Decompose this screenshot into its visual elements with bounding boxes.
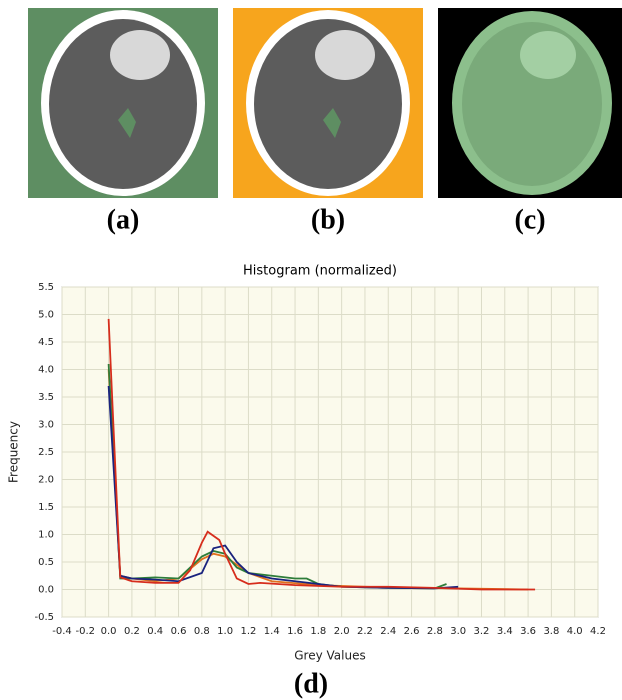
y-tick-label: 0.0 xyxy=(38,585,54,596)
x-tick-label: 2.0 xyxy=(334,626,350,637)
x-tick-label: 1.8 xyxy=(310,626,326,637)
y-tick-label: 1.5 xyxy=(38,502,54,513)
x-tick-label: 3.8 xyxy=(543,626,559,637)
x-tick-label: 0.0 xyxy=(101,626,117,637)
panel-label: (c) xyxy=(514,204,545,235)
x-tick-label: 1.6 xyxy=(287,626,303,637)
y-tick-label: 4.0 xyxy=(38,365,54,376)
y-axis-label: Frequency xyxy=(7,421,21,483)
x-tick-label: 4.2 xyxy=(590,626,606,637)
y-tick-label: 5.5 xyxy=(38,282,54,293)
x-tick-label: 4.0 xyxy=(567,626,583,637)
image-c xyxy=(438,8,622,198)
y-tick-label: 2.0 xyxy=(38,475,54,486)
y-tick-label: -0.5 xyxy=(34,612,54,623)
x-tick-label: 3.4 xyxy=(497,626,513,637)
x-tick-label: 2.6 xyxy=(404,626,420,637)
x-axis-label: Grey Values xyxy=(294,649,365,663)
x-tick-label: 3.2 xyxy=(474,626,490,637)
y-tick-label: 4.5 xyxy=(38,337,54,348)
y-tick-label: 5.0 xyxy=(38,310,54,321)
panel-label: (a) xyxy=(107,204,140,235)
x-tick-label: 2.8 xyxy=(427,626,443,637)
x-tick-label: 0.8 xyxy=(194,626,210,637)
y-tick-label: 2.5 xyxy=(38,447,54,458)
y-tick-label: 3.5 xyxy=(38,392,54,403)
x-tick-label: 0.6 xyxy=(171,626,187,637)
x-tick-label: 1.2 xyxy=(240,626,256,637)
x-tick-label: -0.4 xyxy=(52,626,72,637)
x-tick-label: 3.6 xyxy=(520,626,536,637)
y-tick-label: 1.0 xyxy=(38,530,54,541)
x-tick-label: 3.0 xyxy=(450,626,466,637)
x-tick-label: 2.4 xyxy=(380,626,396,637)
y-tick-label: 3.0 xyxy=(38,420,54,431)
x-tick-label: 0.4 xyxy=(147,626,163,637)
x-tick-label: 1.0 xyxy=(217,626,233,637)
image-b xyxy=(233,8,423,198)
panel-label: (d) xyxy=(294,668,328,699)
x-tick-label: 0.2 xyxy=(124,626,140,637)
chart-title: Histogram (normalized) xyxy=(243,264,397,279)
panel-label: (b) xyxy=(311,204,345,235)
x-tick-label: 1.4 xyxy=(264,626,280,637)
image-a xyxy=(28,8,218,198)
series-line xyxy=(107,318,536,591)
x-tick-label: 2.2 xyxy=(357,626,373,637)
x-tick-label: -0.2 xyxy=(76,626,96,637)
y-tick-label: 0.5 xyxy=(38,557,54,568)
